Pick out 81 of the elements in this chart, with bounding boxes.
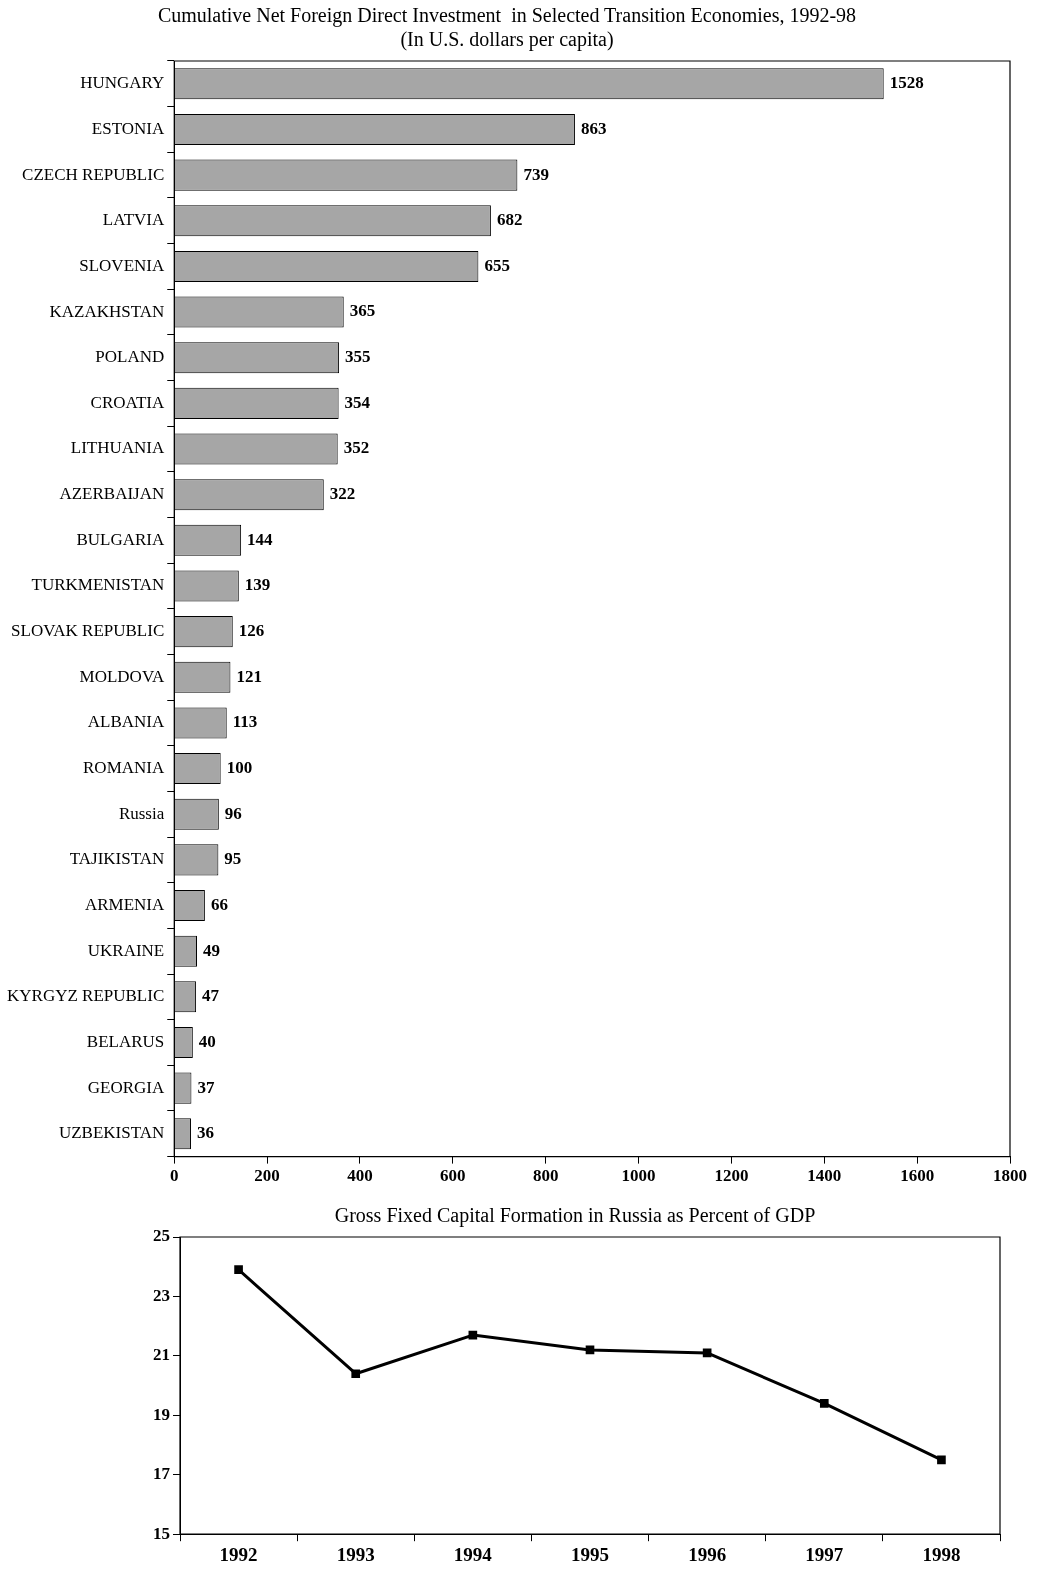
data-label: 1528 [889,73,924,93]
y-tick-label: LATVIA [102,210,165,230]
point [351,1369,361,1379]
data-label: 355 [345,347,371,367]
y-tick-label: ARMENIA [84,894,165,914]
x-tick-label: 400 [347,1166,373,1186]
y-tick-label: TAJIKISTAN [69,849,165,869]
data-label: 139 [244,575,271,595]
data-label: 144 [247,529,274,549]
y-tick-label: POLAND [95,347,165,367]
x-tick-label: 1998 [922,1543,961,1565]
chart-subtitle: (In U.S. dollars per capita) [400,28,614,52]
y-tick-label: HUNGARY [80,73,165,93]
y-tick-label: ESTONIA [91,118,165,138]
x-tick-label: 1200 [714,1166,749,1186]
y-tick-label: CROATIA [90,392,165,412]
y-tick-label: SLOVENIA [79,255,165,275]
y-tick-label: BULGARIA [76,529,165,549]
data-label: 354 [344,392,371,412]
y-tick-label: 21 [153,1345,170,1365]
x-tick-label: 600 [440,1166,466,1186]
y-tick-label: Russia [118,803,165,823]
x-tick-label: 1000 [621,1166,656,1186]
chart-title: Gross Fixed Capital Formation in Russia as Percent of GDP [334,1204,816,1228]
y-tick-label: SLOVAK REPUBLIC [11,621,165,641]
x-tick-label: 1400 [807,1166,842,1186]
y-tick-label: KAZAKHSTAN [49,301,165,321]
data-label: 36 [196,1123,214,1143]
data-label: 682 [496,210,523,230]
data-label: 100 [226,757,253,777]
x-tick-label: 1995 [571,1543,609,1565]
x-tick-label: 1992 [219,1543,258,1565]
y-tick-label: 17 [153,1464,171,1484]
data-label: 113 [232,712,258,732]
y-tick-label: TURKMENISTAN [31,575,165,595]
x-tick-label: 1996 [688,1543,727,1565]
y-tick-label: UZBEKISTAN [58,1123,165,1143]
x-tick-label: 1993 [336,1543,375,1565]
data-label: 126 [238,621,265,641]
y-tick-label: ALBANIA [87,712,165,732]
x-tick-label: 1600 [900,1166,935,1186]
data-label: 37 [197,1077,215,1097]
point [702,1348,712,1358]
data-label: 121 [236,666,262,686]
y-tick-label: GEORGIA [87,1077,165,1097]
y-tick-label: CZECH REPUBLIC [22,164,165,184]
data-label: 95 [224,849,242,869]
y-tick-label: 25 [153,1226,170,1246]
data-label: 739 [523,164,549,184]
x-tick-label: 0 [170,1166,179,1186]
y-tick-label: LITHUANIA [70,438,165,458]
x-tick-label: 200 [254,1166,280,1186]
chart-title: Cumulative Net Foreign Direct Investment in Selected Transition Economies, 1992-98 [157,4,857,28]
data-label: 655 [484,255,510,275]
y-tick-label: AZERBAIJAN [59,484,165,504]
y-tick-label: 23 [153,1285,170,1305]
point [937,1455,946,1465]
data-label: 352 [343,438,370,458]
y-tick-label: 15 [153,1523,170,1543]
point [585,1345,595,1355]
point [234,1265,243,1275]
point [468,1330,478,1340]
y-tick-label: 19 [153,1404,170,1424]
y-tick-label: BELARUS [86,1031,165,1051]
data-label: 40 [198,1031,216,1051]
y-tick-label: KYRGYZ REPUBLIC [6,986,165,1006]
x-tick-label: 1994 [453,1543,493,1565]
point [819,1399,829,1408]
data-label: 863 [580,118,607,138]
y-tick-label: UKRAINE [87,940,165,960]
x-tick-label: 800 [532,1166,559,1186]
data-label: 66 [210,894,228,914]
x-tick-label: 1800 [993,1166,1027,1186]
data-label: 47 [202,986,220,1006]
data-label: 49 [203,940,221,960]
data-label: 322 [329,484,356,504]
data-label: 96 [224,803,242,823]
y-tick-label: MOLDOVA [79,666,165,686]
x-tick-label: 1997 [805,1543,844,1565]
y-tick-label: ROMANIA [83,758,165,778]
data-label: 365 [349,301,376,321]
